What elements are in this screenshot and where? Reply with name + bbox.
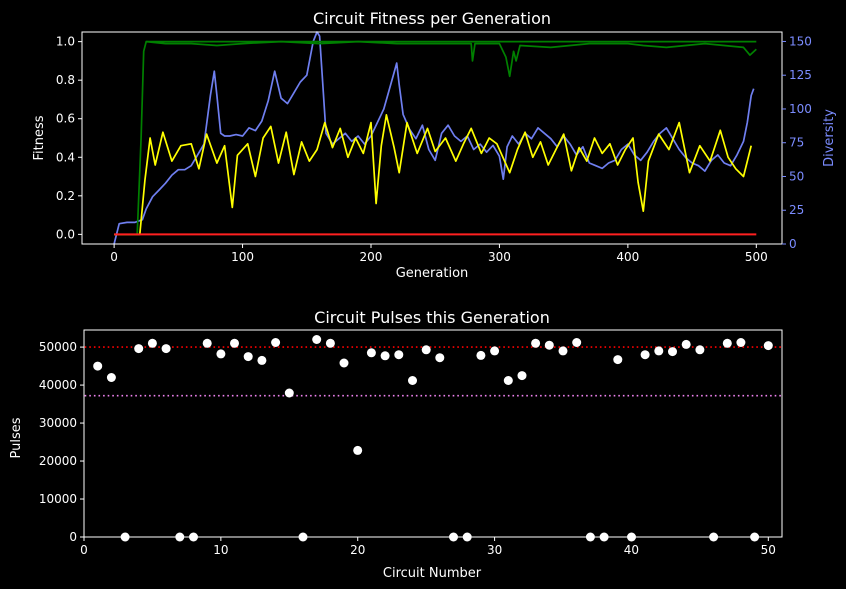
y2-tick-label: 25 xyxy=(789,203,804,217)
diversity-y-ticks: 0 25 50 75 100 125 150 xyxy=(782,34,812,251)
y-tick-label: 40000 xyxy=(39,378,77,392)
pulses-chart: 0 10 20 30 40 50 0 10000 20000 30000 40000 50000 C… xyxy=(9,308,783,581)
y2-tick-label: 50 xyxy=(789,169,804,183)
y2-tick-label: 100 xyxy=(789,102,812,116)
y-tick-label: 20000 xyxy=(39,454,77,468)
fitness-chart-title: Circuit Fitness per Generation xyxy=(313,9,551,28)
scatter-point xyxy=(93,361,103,371)
y-tick-label: 30000 xyxy=(39,416,77,430)
fitness-chart: 0 100 200 300 400 500 0.0 0.2 0.4 0.6 0.8 1.0 0 25 5… xyxy=(32,9,837,281)
scatter-point xyxy=(284,388,294,398)
x-tick-label: 300 xyxy=(488,250,511,264)
scatter-point xyxy=(613,355,623,365)
scatter-point xyxy=(544,340,554,350)
scatter-point xyxy=(325,338,335,348)
y-tick-label: 0.2 xyxy=(56,189,75,203)
x-tick-label: 30 xyxy=(487,543,502,557)
scatter-point xyxy=(640,350,650,360)
scatter-point xyxy=(339,358,349,368)
scatter-point xyxy=(531,338,541,348)
x-tick-label: 100 xyxy=(231,250,254,264)
scatter-point xyxy=(134,344,144,354)
pulses-x-ticks: 0 10 20 30 40 50 xyxy=(80,537,776,557)
x-tick-label: 400 xyxy=(616,250,639,264)
y2-tick-label: 150 xyxy=(789,34,812,48)
scatter-point xyxy=(202,338,212,348)
fitness-x-axis-label: Generation xyxy=(396,266,469,281)
scatter-point xyxy=(147,338,157,348)
fitness-y-axis-label: Fitness xyxy=(32,115,47,160)
scatter-point xyxy=(366,348,376,358)
y2-tick-label: 75 xyxy=(789,136,804,150)
y-tick-label: 0.8 xyxy=(56,73,75,87)
series-line-mean xyxy=(114,114,753,236)
scatter-point xyxy=(763,341,773,351)
fitness-y-ticks: 0.0 0.2 0.4 0.6 0.8 1.0 xyxy=(56,35,82,241)
series-line-diversity xyxy=(113,31,755,245)
scatter-point xyxy=(257,355,267,365)
scatter-point xyxy=(490,346,500,356)
fitness-x-ticks: 0 100 200 300 400 500 xyxy=(110,244,768,264)
x-tick-label: 200 xyxy=(360,250,383,264)
scatter-point xyxy=(161,344,171,354)
scatter-point xyxy=(503,376,513,385)
scatter-point xyxy=(408,376,417,385)
scatter-point xyxy=(722,338,732,348)
series-line-max xyxy=(114,40,757,236)
scatter-point xyxy=(517,371,527,381)
x-tick-label: 50 xyxy=(761,543,776,557)
x-tick-label: 500 xyxy=(745,250,768,264)
scatter-point xyxy=(736,338,746,347)
scatter-point xyxy=(421,345,431,355)
pulses-x-axis-label: Circuit Number xyxy=(383,566,482,581)
y-tick-label: 0.0 xyxy=(56,227,75,241)
y-tick-label: 0 xyxy=(69,530,77,544)
scatter-point xyxy=(476,350,486,360)
pulses-chart-title: Circuit Pulses this Generation xyxy=(314,308,550,327)
pulses-reference-lines xyxy=(84,346,782,397)
scatter-point xyxy=(271,338,281,347)
diversity-y-axis-label: Diversity xyxy=(822,109,837,167)
scatter-point xyxy=(394,350,404,360)
scatter-point xyxy=(435,353,445,363)
scatter-point xyxy=(230,338,239,348)
pulses-points xyxy=(93,335,773,542)
y-tick-label: 1.0 xyxy=(56,35,75,49)
scatter-point xyxy=(681,339,691,349)
y2-tick-label: 0 xyxy=(789,237,797,251)
scatter-point xyxy=(572,338,582,347)
x-tick-label: 0 xyxy=(80,543,88,557)
scatter-point xyxy=(558,346,568,356)
pulses-plot-frame xyxy=(83,329,783,538)
pulses-y-ticks: 0 10000 20000 30000 40000 50000 xyxy=(39,340,84,544)
scatter-point xyxy=(243,352,253,362)
scatter-point xyxy=(216,349,226,359)
scatter-point xyxy=(353,445,363,455)
x-tick-label: 20 xyxy=(350,543,365,557)
scatter-point xyxy=(380,351,390,361)
pulses-y-axis-label: Pulses xyxy=(9,417,24,458)
scatter-point xyxy=(106,373,116,382)
y-tick-label: 0.6 xyxy=(56,112,75,126)
x-tick-label: 10 xyxy=(213,543,228,557)
x-tick-label: 40 xyxy=(624,543,639,557)
x-tick-label: 0 xyxy=(110,250,118,264)
scatter-point xyxy=(312,335,322,344)
y-tick-label: 0.4 xyxy=(56,150,75,164)
y-tick-label: 10000 xyxy=(39,492,77,506)
y2-tick-label: 125 xyxy=(789,68,812,82)
scatter-point xyxy=(695,345,705,355)
fitness-plot-frame xyxy=(81,31,783,245)
fitness-chart-lines xyxy=(113,31,757,245)
scatter-point xyxy=(668,347,677,357)
scatter-point xyxy=(654,346,664,356)
y-tick-label: 50000 xyxy=(39,340,77,354)
